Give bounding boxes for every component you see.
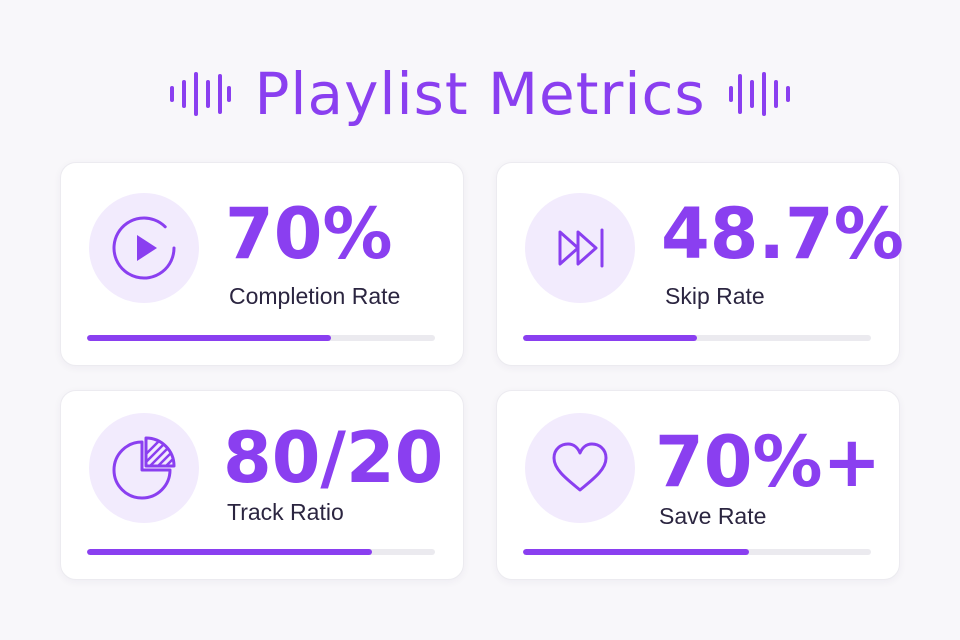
progress-fill xyxy=(87,549,373,555)
metric-card-skip-rate: 48.7% Skip Rate xyxy=(496,162,904,366)
metric-card-completion-rate: 70% Completion Rate xyxy=(60,162,464,366)
metric-card-track-ratio: 80/20 Track Ratio xyxy=(60,390,464,580)
sound-wave-icon xyxy=(728,72,790,116)
metric-value: 80/20 xyxy=(223,417,444,499)
progress-track xyxy=(523,549,871,555)
sound-wave-icon xyxy=(170,72,232,116)
pie-chart-icon xyxy=(112,436,176,500)
progress-track xyxy=(87,549,435,555)
play-circle-icon xyxy=(112,216,176,280)
metric-label: Completion Rate xyxy=(229,283,401,309)
heart-icon xyxy=(552,442,608,492)
metric-value: 70%+ xyxy=(655,421,882,503)
metric-label: Skip Rate xyxy=(665,283,765,309)
progress-track xyxy=(87,335,435,341)
metric-label: Save Rate xyxy=(659,503,767,529)
progress-fill xyxy=(523,549,750,555)
icon-badge xyxy=(89,193,199,303)
fast-forward-icon xyxy=(558,228,604,268)
header: Playlist Metrics xyxy=(0,52,960,136)
page-title: Playlist Metrics xyxy=(254,60,706,128)
metric-card-save-rate: 70%+ Save Rate xyxy=(496,390,900,580)
progress-fill xyxy=(523,335,697,341)
metric-value: 70% xyxy=(225,193,393,275)
icon-badge xyxy=(89,413,199,523)
icon-badge xyxy=(525,413,635,523)
progress-fill xyxy=(87,335,331,341)
metric-label: Track Ratio xyxy=(227,499,344,525)
metric-value: 48.7% xyxy=(661,193,904,275)
progress-track xyxy=(523,335,871,341)
icon-badge xyxy=(525,193,635,303)
